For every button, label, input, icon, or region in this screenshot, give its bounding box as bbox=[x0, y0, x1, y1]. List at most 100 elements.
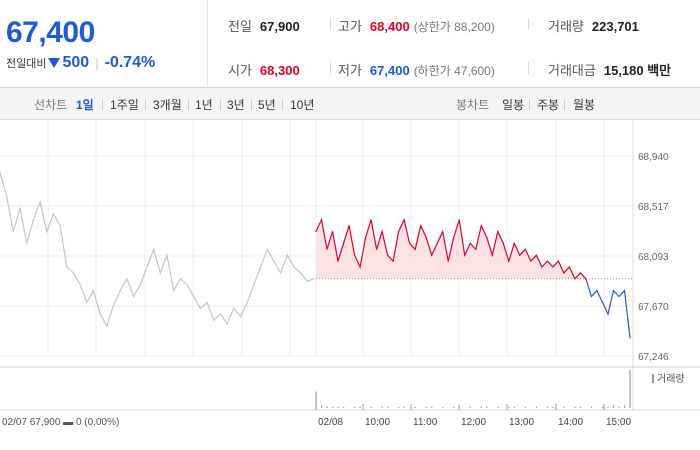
data-point bbox=[19, 207, 21, 209]
volume-legend-marker bbox=[652, 374, 654, 383]
data-point bbox=[398, 230, 400, 233]
divider bbox=[251, 99, 252, 110]
data-point bbox=[535, 254, 537, 256]
data-point bbox=[12, 230, 14, 233]
divider bbox=[102, 99, 103, 110]
data-point bbox=[364, 236, 367, 239]
data-point bbox=[173, 289, 175, 292]
stat-value: 68,400 bbox=[369, 19, 410, 34]
data-point bbox=[342, 242, 345, 244]
price-chart: 68,940 68,517 68,093 67,670 67,246 거래량 02/08… bbox=[0, 120, 700, 428]
data-point bbox=[119, 289, 121, 292]
data-point bbox=[557, 260, 559, 262]
data-point bbox=[596, 289, 598, 292]
period-10y[interactable]: 10년 bbox=[290, 98, 315, 112]
volume-bar bbox=[535, 406, 538, 408]
stat-value: 15,180 백만 bbox=[603, 63, 672, 78]
data-point bbox=[139, 284, 141, 286]
stat-label: 시가 bbox=[228, 63, 252, 78]
data-point bbox=[331, 230, 334, 233]
volume-bar bbox=[326, 406, 328, 408]
x-tick-label: 11:00 bbox=[413, 417, 438, 428]
volume-bar bbox=[337, 406, 339, 408]
x-tick-label: 14:00 bbox=[558, 417, 583, 428]
data-point bbox=[26, 242, 28, 244]
stat-volume: 거래량 223,701 bbox=[548, 16, 639, 35]
x-tick-label: 12:00 bbox=[461, 417, 486, 428]
period-3m[interactable]: 3개월 bbox=[153, 98, 182, 112]
y-tick-label: 67,246 bbox=[638, 352, 669, 363]
data-point bbox=[300, 272, 302, 274]
period-1d[interactable]: 1일 bbox=[76, 98, 94, 112]
data-point bbox=[32, 219, 35, 221]
period-1w[interactable]: 1주일 bbox=[110, 98, 139, 112]
y-tick-label: 68,517 bbox=[638, 202, 669, 213]
period-1y[interactable]: 1년 bbox=[195, 98, 213, 112]
line-chart-label: 선차트 bbox=[34, 98, 68, 112]
data-point bbox=[79, 284, 81, 286]
data-point bbox=[546, 260, 548, 262]
data-point bbox=[414, 248, 416, 250]
data-point bbox=[381, 230, 383, 233]
data-points bbox=[0, 171, 631, 339]
stat-value: 223,701 bbox=[591, 19, 639, 34]
up-area-fill bbox=[316, 219, 586, 279]
data-point bbox=[92, 289, 95, 292]
volume-bars bbox=[315, 370, 631, 408]
data-point bbox=[313, 278, 315, 280]
data-point bbox=[353, 254, 356, 256]
current-price: 67,400 bbox=[6, 16, 95, 49]
candle-chart-label: 봉차트 bbox=[456, 98, 490, 112]
data-point bbox=[46, 230, 48, 233]
x-tick-label: 15:00 bbox=[606, 417, 631, 428]
divider bbox=[330, 62, 331, 74]
stat-sub: (하한가 47,600) bbox=[413, 64, 495, 78]
divider bbox=[529, 99, 530, 110]
data-point bbox=[86, 301, 88, 303]
data-point bbox=[502, 242, 504, 244]
data-point bbox=[253, 284, 255, 286]
data-point bbox=[348, 225, 350, 227]
volume-bar bbox=[431, 406, 433, 408]
volume-bar bbox=[497, 406, 499, 408]
data-point bbox=[166, 254, 168, 256]
volume-bar bbox=[574, 406, 576, 408]
data-point bbox=[59, 225, 61, 227]
change-label: 전일대비 bbox=[6, 58, 47, 70]
volume-bar bbox=[370, 406, 372, 408]
data-point bbox=[259, 266, 262, 268]
data-point bbox=[315, 230, 317, 233]
candle-monthly[interactable]: 월봉 bbox=[573, 98, 596, 112]
data-point bbox=[146, 266, 148, 268]
data-point bbox=[436, 242, 438, 244]
candle-weekly[interactable]: 주봉 bbox=[537, 98, 560, 112]
volume-bar bbox=[469, 406, 471, 408]
stat-high: 고가 68,400 (상한가 88,200) bbox=[338, 16, 495, 35]
price-box: 67,400 전일대비 500 | -0.74% bbox=[0, 0, 208, 88]
data-point bbox=[552, 266, 554, 268]
x-tick-label: 10:00 bbox=[365, 417, 390, 428]
volume-bar bbox=[343, 406, 345, 408]
volume-bar bbox=[546, 406, 549, 408]
data-point bbox=[420, 225, 422, 227]
period-5y[interactable]: 5년 bbox=[258, 98, 276, 112]
data-point bbox=[469, 242, 471, 244]
volume-bar bbox=[414, 406, 416, 408]
volume-bar bbox=[601, 406, 604, 408]
data-point bbox=[442, 230, 444, 233]
candle-daily[interactable]: 일봉 bbox=[502, 98, 525, 112]
volume-bar bbox=[387, 406, 389, 408]
data-point bbox=[491, 254, 493, 256]
data-point bbox=[486, 236, 488, 239]
data-point bbox=[618, 295, 620, 298]
stat-label: 거래량 bbox=[548, 19, 584, 34]
divider bbox=[220, 99, 221, 110]
stat-value: 67,900 bbox=[259, 19, 300, 34]
period-3y[interactable]: 3년 bbox=[227, 98, 245, 112]
volume-bar bbox=[480, 406, 482, 408]
data-point bbox=[392, 260, 394, 262]
volume-bar bbox=[508, 406, 510, 408]
data-point bbox=[106, 325, 108, 327]
volume-bar bbox=[563, 406, 565, 408]
data-point bbox=[246, 301, 248, 303]
